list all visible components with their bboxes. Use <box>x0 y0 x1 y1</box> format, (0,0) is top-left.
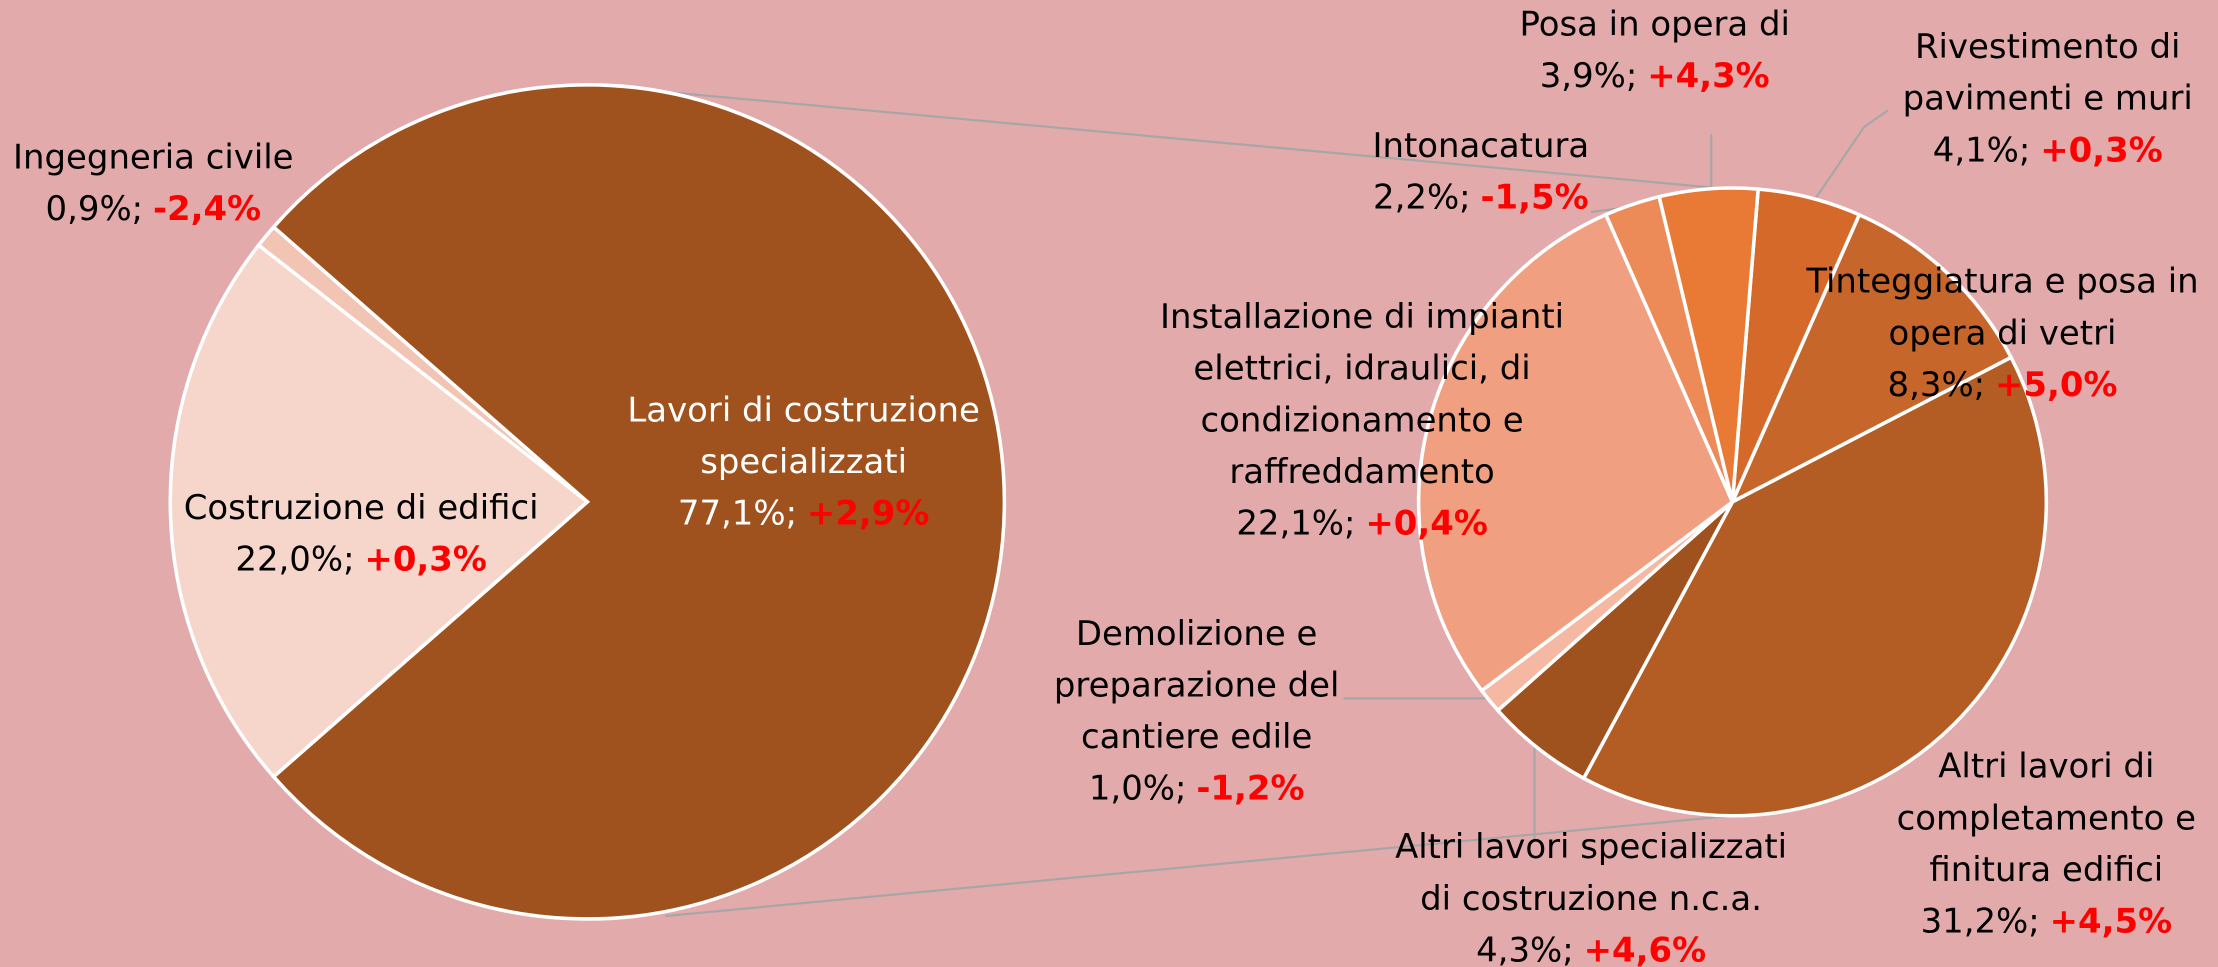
label-line: condizionamento e <box>1201 400 1524 439</box>
value-label: 22,1%; +0,4% <box>1236 503 1487 542</box>
connector-line <box>664 814 1733 918</box>
pie-slice <box>1416 212 1735 694</box>
pie-slice <box>1657 186 1761 503</box>
label-line: Altri lavori di <box>1938 746 2154 785</box>
pie-slice <box>271 83 1007 921</box>
percent-label: 0,9%; <box>46 188 144 227</box>
value-label: 0,9%; -2,4% <box>46 188 262 227</box>
percent-label: 2,2%; <box>1373 177 1471 216</box>
slice-label: Rivestimento di pavimenti e muri <box>1903 27 2193 118</box>
slice-label: Altri lavori specializzati di costruzione… <box>1395 827 1787 918</box>
label-line: preparazione del <box>1054 665 1340 704</box>
value-label: 22,0%; +0,3% <box>235 539 486 578</box>
percent-label: 22,0%; <box>235 539 354 578</box>
value-label: 1,0%; -1,2% <box>1089 768 1305 807</box>
change-label: -1,5% <box>1480 177 1588 216</box>
slice-label: Intonacatura <box>1372 126 1589 165</box>
label-line: specializzati <box>700 442 907 481</box>
label-line: raffreddamento <box>1229 451 1494 490</box>
label-line: pavimenti e muri <box>1903 78 2193 117</box>
value-label: 77,1%; +2,9% <box>678 493 929 532</box>
percent-label: 3,9%; <box>1540 56 1638 95</box>
change-label: +4,3% <box>1647 56 1769 95</box>
value-label: 3,9%; +4,3% <box>1540 56 1770 95</box>
percent-label: 77,1%; <box>678 493 797 532</box>
slice-label: Demolizione e preparazione del cantiere ed… <box>1054 613 1340 755</box>
label-line: Demolizione e <box>1076 613 1318 652</box>
label-line: Altri lavori specializzati <box>1395 827 1787 866</box>
label-line: Posa in opera di <box>1519 4 1789 43</box>
change-label: -1,2% <box>1196 768 1304 807</box>
slice-label: Installazione di impianti elettrici, idra… <box>1160 297 1564 491</box>
pie-slice <box>168 242 591 780</box>
change-label: +4,6% <box>1584 930 1706 967</box>
value-label: 4,3%; +4,6% <box>1476 930 1706 967</box>
value-label: 31,2%; +4,5% <box>1921 901 2172 940</box>
percent-label: 31,2%; <box>1921 901 2040 940</box>
percent-label: 22,1%; <box>1236 503 1355 542</box>
label-line: Rivestimento di <box>1915 27 2180 66</box>
label-line: Intonacatura <box>1372 126 1589 165</box>
change-label: +0,3% <box>2040 130 2162 169</box>
change-label: +0,4% <box>1365 503 1487 542</box>
slice-label: Lavori di costruzione specializzati <box>627 390 979 481</box>
percent-label: 1,0%; <box>1089 768 1187 807</box>
pie-slice <box>1728 212 2014 506</box>
percent-label: 8,3%; <box>1888 364 1986 403</box>
value-label: 4,1%; +0,3% <box>1933 130 2163 169</box>
label-line: elettrici, idraulici, di <box>1193 348 1530 387</box>
label-line: Installazione di impianti <box>1160 297 1564 336</box>
label-line: di costruzione n.c.a. <box>1420 878 1762 917</box>
value-label: 2,2%; -1,5% <box>1373 177 1589 216</box>
leader-line <box>1814 109 1889 199</box>
change-label: +4,5% <box>2050 901 2172 940</box>
slice-label: Tinteggiatura e posa in opera di vetri <box>1805 261 2198 352</box>
label-line: Ingegneria civile <box>13 137 294 176</box>
slice-label: Altri lavori di completamento e finitura e… <box>1897 746 2196 888</box>
label-line: Costruzione di edifici <box>184 487 539 526</box>
label-line: completamento e <box>1897 798 2196 837</box>
connector-line <box>664 90 1719 190</box>
label-line: Lavori di costruzione <box>627 390 979 429</box>
label-line: cantiere edile <box>1081 716 1312 755</box>
label-line: Tinteggiatura e posa in <box>1805 261 2198 300</box>
slice-label: Posa in opera di <box>1519 4 1789 43</box>
label-line: finitura edifici <box>1929 849 2163 888</box>
pie-slice <box>1581 355 2049 818</box>
percent-label: 4,3%; <box>1476 930 1574 967</box>
change-label: +2,9% <box>807 493 929 532</box>
change-label: +5,0% <box>1995 364 2117 403</box>
value-label: 8,3%; +5,0% <box>1888 364 2118 403</box>
label-line: opera di vetri <box>1889 313 2117 352</box>
slice-label: Costruzione di edifici <box>184 487 539 526</box>
slice-label: Ingegneria civile <box>13 137 294 176</box>
change-label: -2,4% <box>153 188 261 227</box>
percent-label: 4,1%; <box>1933 130 2031 169</box>
change-label: +0,3% <box>364 539 486 578</box>
